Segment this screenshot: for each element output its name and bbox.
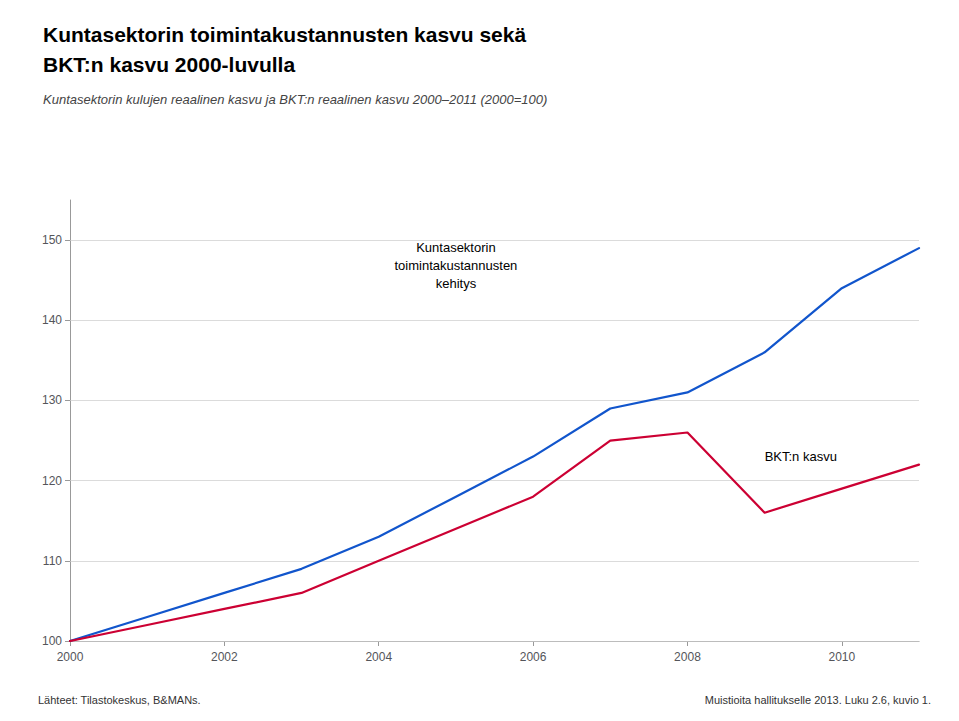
svg-text:Muistioita hallitukselle 2013.: Muistioita hallitukselle 2013. Luku 2.6,… [705, 694, 931, 706]
svg-text:130: 130 [42, 393, 62, 407]
svg-text:Kuntasektorin toimintakustannu: Kuntasektorin toimintakustannusten kasvu… [43, 23, 526, 46]
svg-text:2002: 2002 [211, 650, 238, 664]
svg-text:BKT:n kasvu 2000-luvulla: BKT:n kasvu 2000-luvulla [43, 53, 295, 76]
svg-text:100: 100 [42, 634, 62, 648]
svg-text:150: 150 [42, 233, 62, 247]
svg-text:2008: 2008 [674, 650, 701, 664]
svg-text:2004: 2004 [365, 650, 392, 664]
svg-text:BKT:n kasvu: BKT:n kasvu [765, 449, 837, 464]
svg-text:110: 110 [43, 554, 62, 568]
svg-text:2000: 2000 [57, 650, 84, 664]
svg-text:Kuntasektorin: Kuntasektorin [416, 240, 496, 255]
svg-text:140: 140 [42, 313, 62, 327]
svg-text:2010: 2010 [828, 650, 855, 664]
svg-text:toimintakustannusten: toimintakustannusten [394, 258, 517, 273]
svg-text:kehitys: kehitys [436, 276, 477, 291]
svg-text:120: 120 [42, 474, 62, 488]
svg-text:2006: 2006 [520, 650, 547, 664]
svg-text:Kuntasektorin kulujen reaaline: Kuntasektorin kulujen reaalinen kasvu ja… [43, 92, 547, 107]
svg-text:Lähteet: Tilastokeskus, B&MANs: Lähteet: Tilastokeskus, B&MANs. [38, 694, 201, 706]
